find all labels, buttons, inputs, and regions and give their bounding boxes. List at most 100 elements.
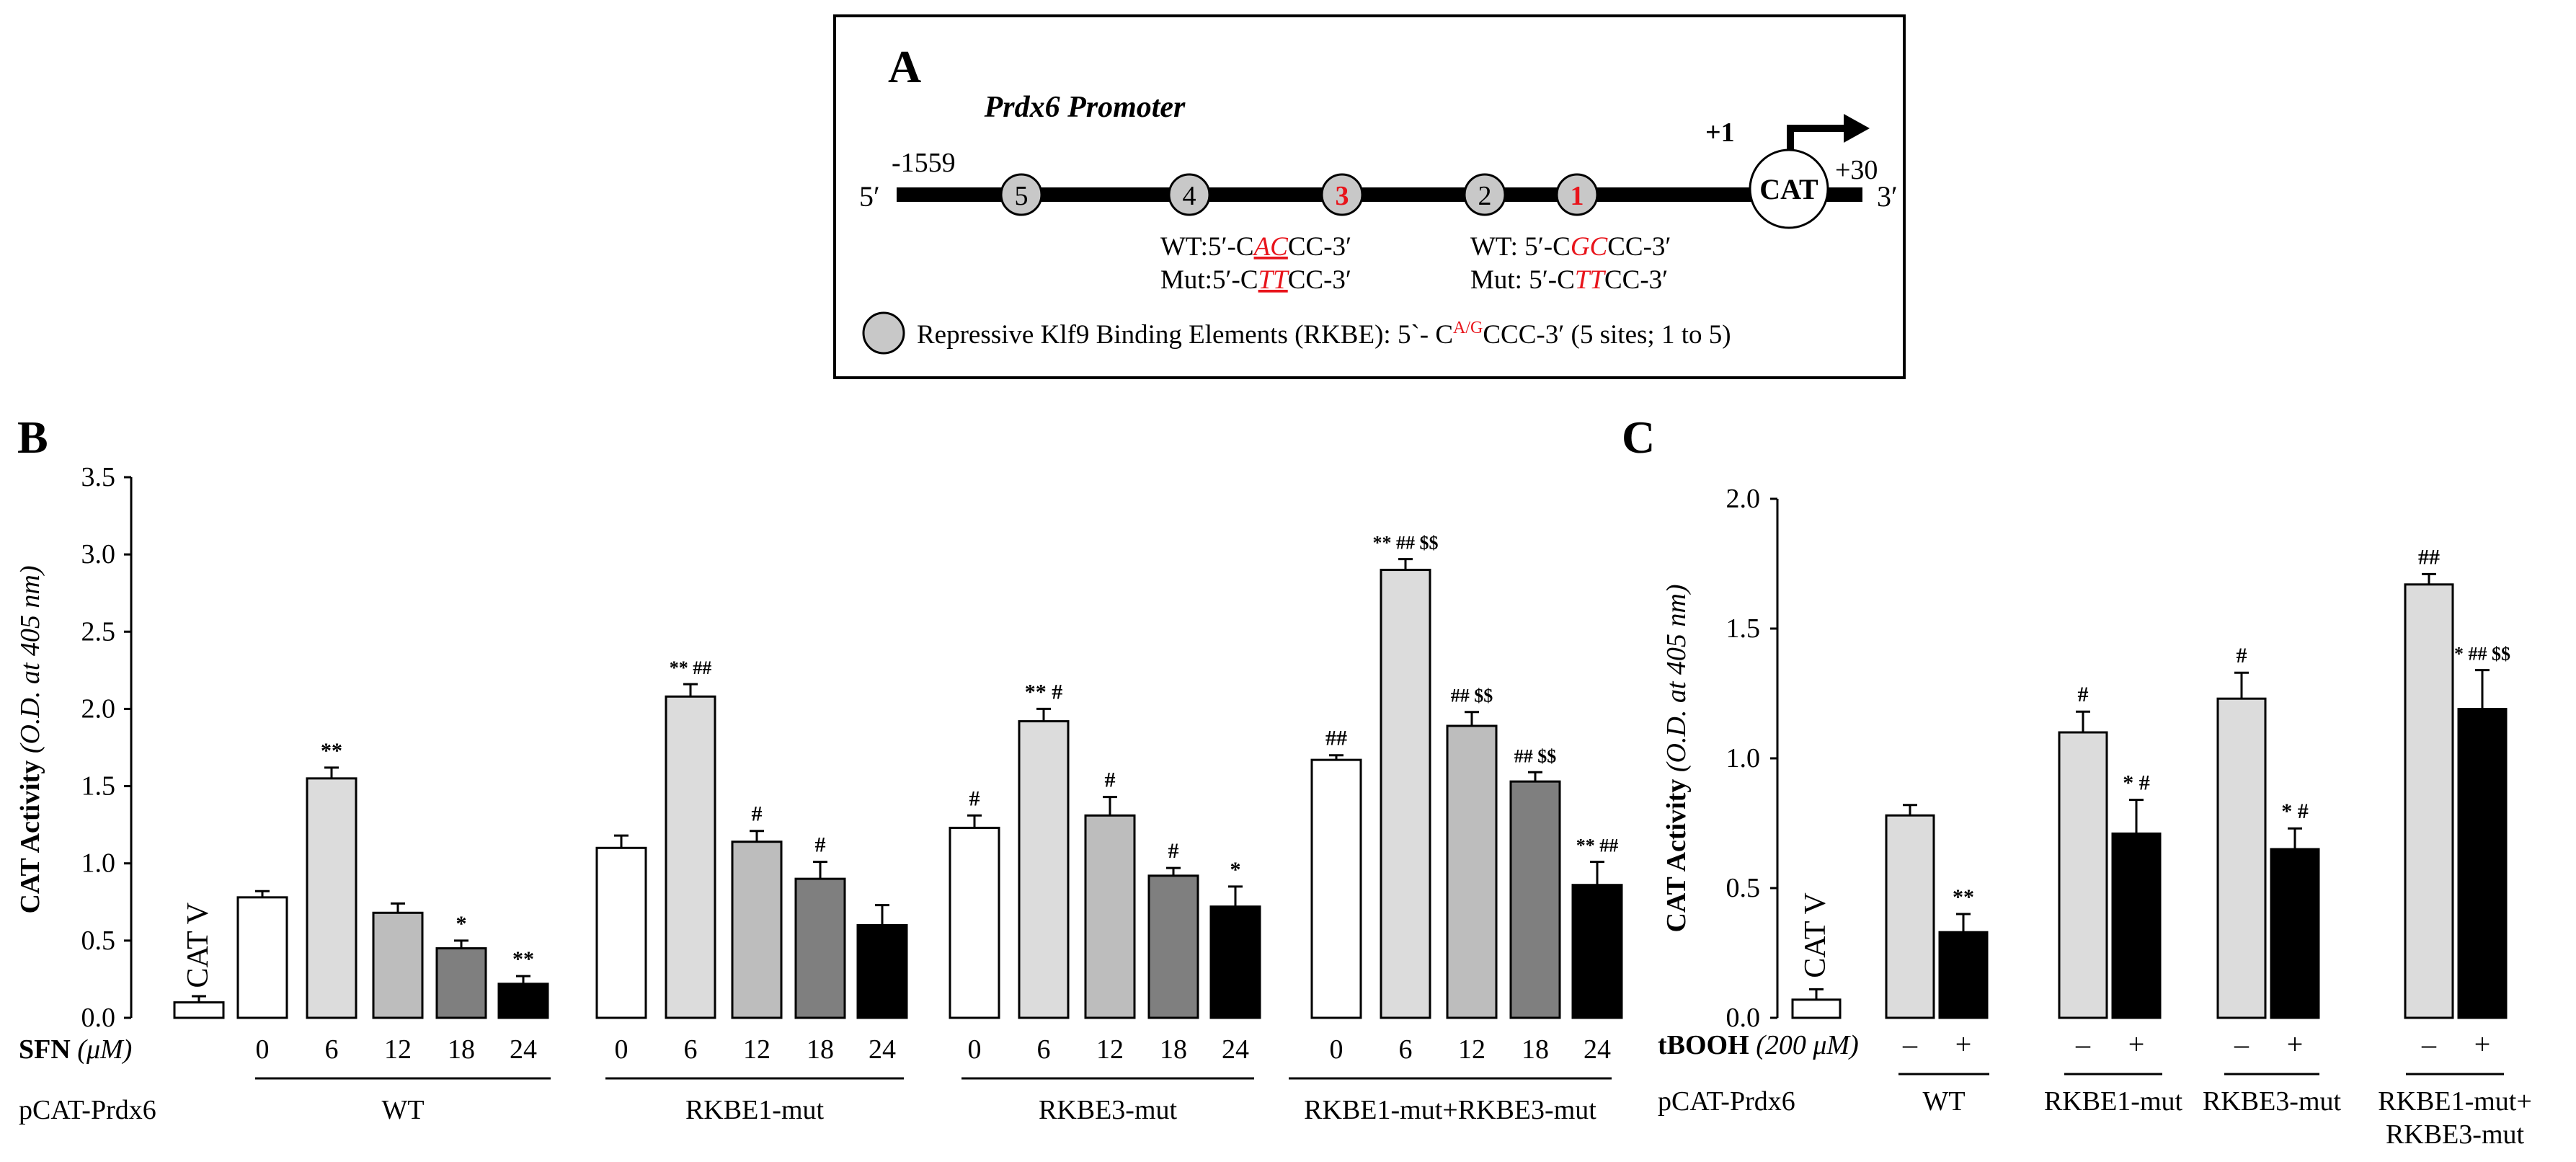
panel-b-bar [435, 947, 487, 1019]
dose-label: 12 [384, 1034, 412, 1065]
binding-site-5: 5 [1000, 173, 1043, 216]
panel-b-bar [1446, 724, 1498, 1019]
cat-reporter-circle [1749, 148, 1829, 229]
significance-label: # [752, 802, 763, 826]
group-label: RKBE1-mut+RKBE3-mut [1304, 1095, 1596, 1125]
y-tick-label: 3.0 [81, 539, 116, 569]
significance-label: ## [1325, 727, 1347, 750]
binding-site-3: 3 [1320, 173, 1364, 216]
y-tick-label: 3.5 [81, 462, 116, 492]
significance-label: ** ## [670, 657, 712, 678]
site-number: 2 [1478, 181, 1492, 211]
condition-label: + [2287, 1028, 2304, 1060]
significance-label: ## $$ [1451, 686, 1493, 706]
panel-b-x-labels: 0 6 12 18 24 0 6 12 18 24 0 6 12 18 24 0 6 12 18 24 [256, 1034, 1612, 1065]
promoter-line [897, 187, 1862, 202]
site-marker [1168, 173, 1211, 216]
condition-label: – [2234, 1028, 2249, 1060]
panel-c-group-labels: WT RKBE1-mut RKBE3-mut RKBE1-mut+RKBE3-mut [1898, 1073, 2532, 1150]
significance-label: ** [1953, 885, 1974, 909]
condition-label: + [2474, 1028, 2491, 1060]
site-number: 3 [1336, 181, 1349, 211]
y-tick-label: 2.0 [1726, 484, 1761, 514]
panel-b-bar [949, 826, 1000, 1019]
panel-b-bar [1018, 720, 1070, 1019]
panel-c-control-bar [1791, 998, 1842, 1019]
significance-label: # [2078, 683, 2089, 706]
control-bar-label: CAT V [1799, 892, 1832, 978]
dose-label: 6 [1037, 1034, 1051, 1065]
panel-b-bar [1509, 780, 1561, 1019]
condition-label: – [1902, 1028, 1918, 1060]
dose-label: 0 [1330, 1034, 1343, 1065]
panel-b-bar [856, 923, 908, 1019]
panel-c-bar [2058, 731, 2108, 1019]
start-position-label: -1559 [892, 148, 956, 178]
significance-label: ** # [1025, 680, 1063, 704]
y-tick-label: 1.0 [1726, 743, 1761, 773]
group-label: RKBE1-mut [2044, 1086, 2183, 1117]
plus-one-label: +1 [1705, 117, 1735, 148]
y-tick-label: 2.5 [81, 616, 116, 647]
panel-b-y-ticks: 0.0 0.5 1.0 1.5 2.0 2.5 3.0 3.5 [81, 462, 131, 1033]
site3-mut-sequence: Mut:5′-CTTCC-3′ [1160, 265, 1351, 295]
panel-b-control-bar [173, 1001, 225, 1019]
panel-b-bar [497, 983, 549, 1019]
dose-label: 0 [968, 1034, 982, 1065]
significance-label: * [456, 912, 467, 936]
panel-b-bar [1209, 905, 1261, 1019]
dose-label: 24 [1584, 1034, 1611, 1065]
panel-b-bar [236, 896, 288, 1019]
panel-b-y-axis-title: CAT Activity (O.D. at 405 nm) [15, 565, 45, 913]
panel-c-letter: C [1622, 412, 1655, 463]
panel-c: C CAT Activity (O.D. at 405 nm) 0.0 0.5 1.… [1622, 412, 2532, 1150]
site-marker [1320, 173, 1364, 216]
binding-site-4: 4 [1168, 173, 1211, 216]
dose-label: 24 [1222, 1034, 1249, 1065]
panel-b-bar [731, 841, 783, 1019]
panel-b-construct-label: pCAT-Prdx6 [19, 1095, 156, 1125]
panel-b-bars: CAT V******* #####** ###*##** ## $$## $$… [173, 533, 1623, 1019]
significance-label: ## $$ [1514, 745, 1557, 766]
panel-c-y-axis-title: CAT Activity (O.D. at 405 nm) [1661, 584, 1692, 932]
dose-label: 12 [1096, 1034, 1124, 1065]
group-label: WT [1922, 1086, 1965, 1117]
panel-c-bar [2111, 832, 2162, 1019]
dose-label: 12 [1458, 1034, 1485, 1065]
panel-c-bar [1885, 814, 1935, 1019]
site1-sequences: WT: 5′-CGCCC-3′ Mut: 5′-CTTCC-3′ [1470, 232, 1671, 295]
site1-mut-sequence: Mut: 5′-CTTCC-3′ [1470, 265, 1668, 295]
panel-b-bar [1084, 814, 1136, 1019]
group-label: RKBE1-mut+ [2378, 1086, 2532, 1117]
y-tick-label: 0.5 [1726, 873, 1761, 903]
dose-label: 18 [448, 1034, 475, 1065]
panel-b-bar [1147, 874, 1199, 1019]
control-bar-label: CAT V [182, 902, 215, 988]
panel-b: B CAT Activity (O.D. at 405 nm) 0.0 0.5 1.… [15, 412, 1623, 1125]
dose-label: 6 [1399, 1034, 1413, 1065]
group-label: RKBE3-mut [1039, 1095, 1178, 1125]
significance-label: ** ## $$ [1373, 533, 1439, 554]
dose-label: 12 [743, 1034, 770, 1065]
dose-label: 24 [510, 1034, 537, 1065]
panel-c-bar [2404, 583, 2454, 1019]
dose-label: 0 [615, 1034, 629, 1065]
significance-label: # [1168, 839, 1179, 863]
condition-label: – [2421, 1028, 2437, 1060]
dose-label: 18 [807, 1034, 834, 1065]
panel-b-bar [595, 846, 647, 1019]
significance-label: * # [2281, 799, 2309, 823]
three-prime-label: 3′ [1877, 180, 1898, 213]
y-tick-label: 2.0 [81, 693, 116, 724]
panel-b-letter: B [17, 412, 48, 463]
binding-site-1: 1 [1555, 173, 1599, 216]
dose-label: 18 [1160, 1034, 1187, 1065]
significance-label: ## [2418, 545, 2440, 569]
y-tick-label: 0.0 [1726, 1003, 1761, 1033]
panel-b-bar [1380, 569, 1431, 1019]
panel-b-treatment-label: SFN (μM) [19, 1034, 132, 1065]
panel-c-bars: CAT V ** # * # # * # ## * ## $$ [1791, 545, 2510, 1019]
dose-label: 6 [325, 1034, 339, 1065]
condition-label: + [2128, 1028, 2145, 1060]
